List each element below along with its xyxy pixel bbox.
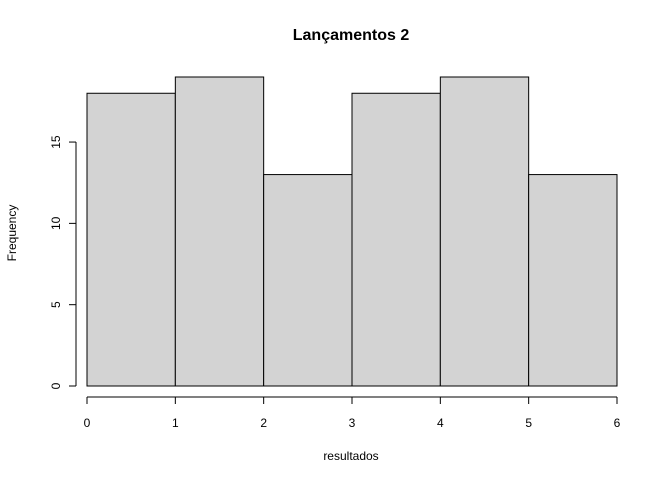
chart-title: Lançamentos 2 [293,27,410,44]
x-tick-label-0: 0 [84,416,91,430]
bars-group [86,76,618,387]
x-tick-label-3: 3 [349,416,356,430]
y-tick-label-3: 15 [49,135,63,149]
y-axis-label: Frequency [5,205,19,262]
histogram-bar-2 [263,174,353,387]
x-tick-label-2: 2 [260,416,267,430]
x-tick-label-6: 6 [614,416,621,430]
x-axis-label: resultados [323,449,378,463]
x-tick-label-1: 1 [172,416,179,430]
x-tick-label-4: 4 [437,416,444,430]
y-tick-label-2: 10 [49,216,63,230]
y-tick-label-0: 0 [49,382,63,389]
y-tick-label-1: 5 [49,301,63,308]
histogram-bar-5 [528,174,618,387]
x-axis: 0 1 2 3 4 5 6 [84,396,621,430]
histogram-bar-0 [86,92,176,387]
x-tick-label-5: 5 [525,416,532,430]
histogram-bar-1 [174,76,265,387]
y-axis: 0 5 10 15 [49,135,77,389]
histogram-bar-3 [351,92,441,387]
histogram-bar-4 [439,76,530,387]
